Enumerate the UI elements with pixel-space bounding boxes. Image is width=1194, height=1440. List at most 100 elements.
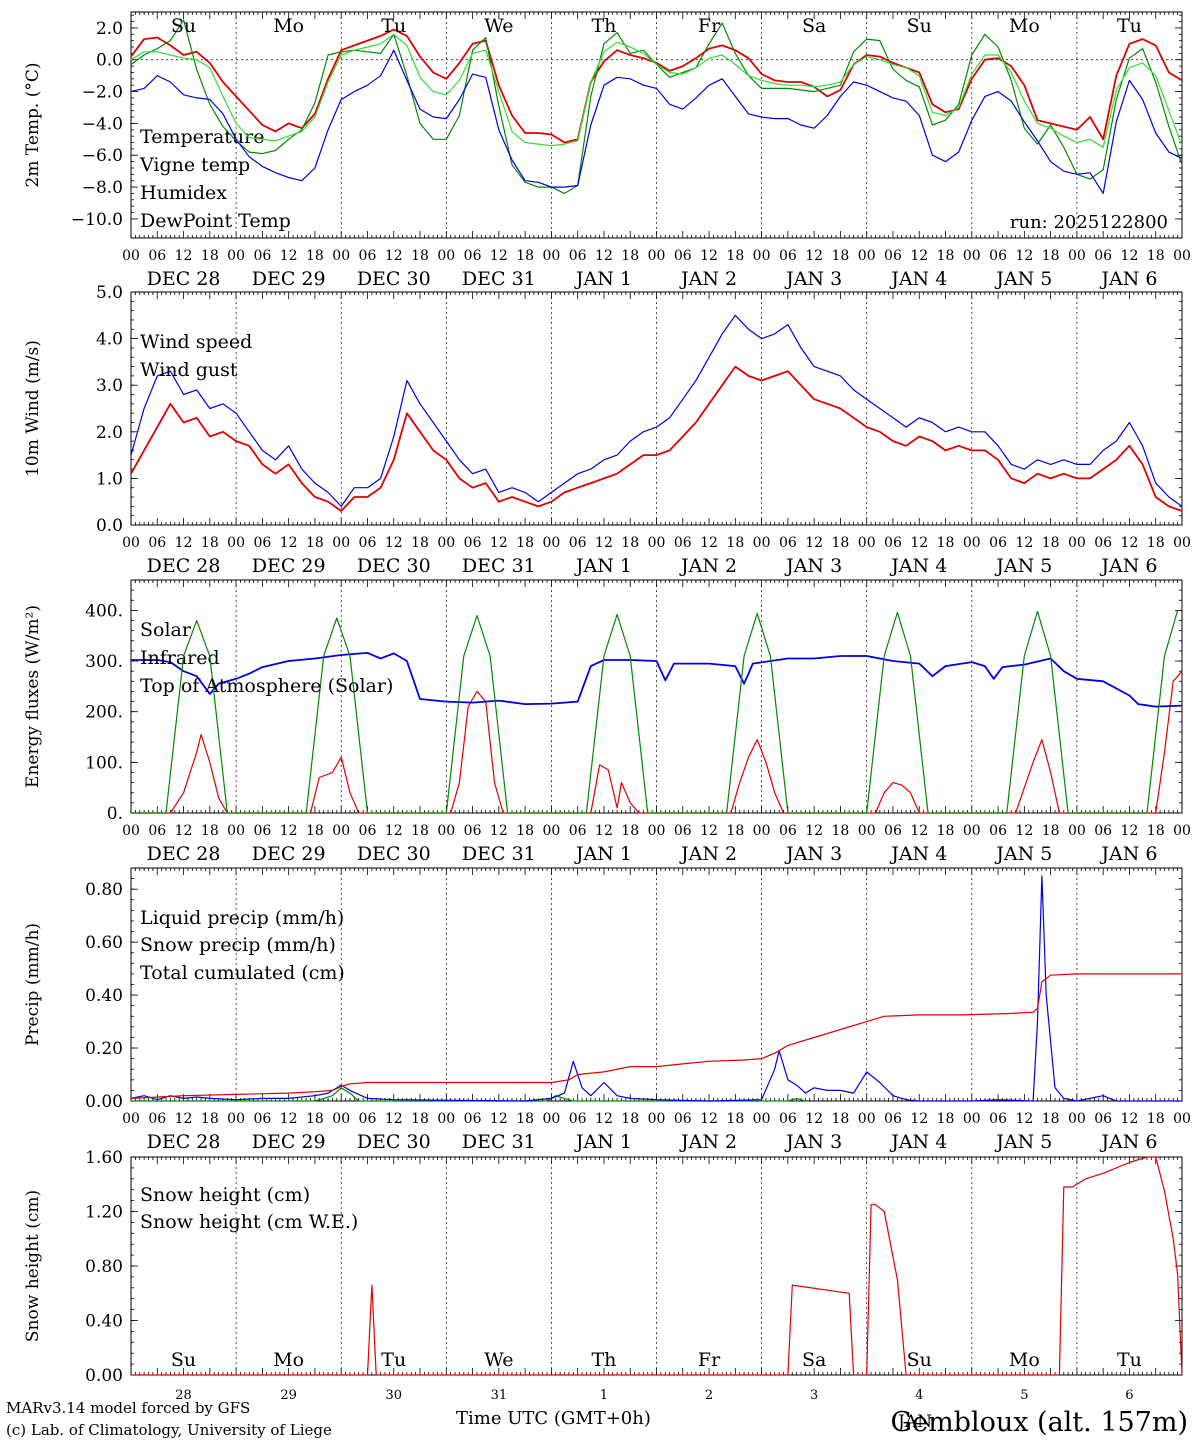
hour-tick-label: 00 xyxy=(858,535,876,551)
hour-tick-label: 06 xyxy=(464,248,482,264)
hour-tick-label: 06 xyxy=(464,535,482,551)
hour-tick-label: 12 xyxy=(385,1111,403,1127)
hour-tick-label: 18 xyxy=(832,823,850,839)
hour-tick-label: 00 xyxy=(332,535,350,551)
hour-tick-label: 06 xyxy=(989,1111,1007,1127)
hour-tick-label: 00 xyxy=(227,248,245,264)
hour-tick-label: 18 xyxy=(411,1111,429,1127)
hour-tick-label: 12 xyxy=(700,1111,718,1127)
hour-tick-label: 06 xyxy=(253,823,271,839)
hour-tick-label: 12 xyxy=(280,535,298,551)
hour-tick-label: 12 xyxy=(805,248,823,264)
date-label: DEC 29 xyxy=(252,268,326,290)
hour-tick-label: 18 xyxy=(411,248,429,264)
y-tick-label: 2.0 xyxy=(96,423,123,443)
day-number-label: 6 xyxy=(1125,1388,1133,1403)
hour-tick-label: 06 xyxy=(569,823,587,839)
date-label: DEC 28 xyxy=(147,843,221,865)
location-label: Gembloux (alt. 157m) xyxy=(891,1407,1188,1438)
hour-tick-label: 18 xyxy=(201,248,219,264)
y-tick-label: 100. xyxy=(85,753,123,773)
date-label: JAN 5 xyxy=(994,268,1052,290)
hour-tick-label: 00 xyxy=(1173,1111,1191,1127)
date-label: JAN 1 xyxy=(574,843,632,865)
hour-tick-label: 06 xyxy=(1094,1111,1112,1127)
date-label: JAN 4 xyxy=(889,1131,947,1153)
date-label: JAN 5 xyxy=(994,555,1052,577)
hour-tick-label: 18 xyxy=(832,248,850,264)
hour-tick-label: 00 xyxy=(542,1111,560,1127)
y-tick-label: 400. xyxy=(85,601,123,621)
hour-tick-label: 12 xyxy=(910,535,928,551)
plot-frame xyxy=(130,11,1183,239)
date-label: JAN 6 xyxy=(1099,268,1157,290)
date-label: JAN 3 xyxy=(784,1131,842,1153)
hour-tick-label: 12 xyxy=(595,823,613,839)
hour-tick-label: 18 xyxy=(726,535,744,551)
hour-tick-label: 00 xyxy=(437,823,455,839)
hour-tick-label: 18 xyxy=(726,823,744,839)
hour-tick-label: 00 xyxy=(648,535,666,551)
y-tick-label: 2.0 xyxy=(96,19,123,39)
y-axis-label: 10m Wind (m/s) xyxy=(23,340,43,477)
hour-tick-label: 06 xyxy=(1094,535,1112,551)
series-solar xyxy=(131,670,1183,814)
panel-flux: 0. 100. 200. 300. 400. Energy fluxes (W/m²) So… xyxy=(23,579,1191,865)
hour-tick-label: 12 xyxy=(805,535,823,551)
y-tick-label: −2.0 xyxy=(82,83,123,103)
y-tick-label: −8.0 xyxy=(82,178,123,198)
hour-tick-label: 00 xyxy=(858,248,876,264)
hour-tick-label: 12 xyxy=(595,535,613,551)
hour-tick-label: 12 xyxy=(490,823,508,839)
hour-tick-label: 12 xyxy=(910,248,928,264)
hour-tick-label: 06 xyxy=(148,248,166,264)
hour-tick-label: 12 xyxy=(175,248,193,264)
hour-tick-label: 12 xyxy=(910,823,928,839)
weekday-label: We xyxy=(484,15,513,37)
hour-tick-label: 12 xyxy=(805,1111,823,1127)
hour-tick-label: 18 xyxy=(621,1111,639,1127)
weekday-label: Th xyxy=(591,1349,616,1371)
weekday-label: Mo xyxy=(273,1349,304,1371)
hour-tick-label: 00 xyxy=(122,1111,140,1127)
hour-tick-label: 18 xyxy=(832,535,850,551)
hour-tick-label: 06 xyxy=(884,535,902,551)
weekday-label: Mo xyxy=(273,15,304,37)
date-label: JAN 1 xyxy=(574,555,632,577)
series-wind-speed xyxy=(130,365,1183,512)
hour-tick-label: 06 xyxy=(569,1111,587,1127)
hour-tick-label: 06 xyxy=(464,823,482,839)
hour-tick-label: 06 xyxy=(779,823,797,839)
y-axis-label: 2m Temp. (°C) xyxy=(23,62,43,187)
hour-tick-label: 18 xyxy=(306,248,324,264)
legend-entry: Wind gust xyxy=(140,359,238,381)
y-tick-label: 1.0 xyxy=(96,469,123,489)
weekday-label: Tu xyxy=(1117,15,1142,37)
weekday-label: We xyxy=(484,1349,513,1371)
weekday-label: Su xyxy=(171,15,196,37)
series-snow-height-cm- xyxy=(131,1156,1183,1376)
hour-tick-label: 06 xyxy=(1094,823,1112,839)
y-tick-label: 3.0 xyxy=(96,376,123,396)
hour-tick-label: 12 xyxy=(280,823,298,839)
hour-tick-label: 18 xyxy=(411,535,429,551)
hour-tick-label: 00 xyxy=(753,823,771,839)
hour-tick-label: 06 xyxy=(253,1111,271,1127)
hour-tick-label: 12 xyxy=(385,823,403,839)
legend-entry: DewPoint Temp xyxy=(140,210,291,232)
hour-tick-label: 18 xyxy=(201,535,219,551)
hour-tick-label: 00 xyxy=(753,535,771,551)
date-label: JAN 1 xyxy=(574,1131,632,1153)
hour-tick-label: 00 xyxy=(227,823,245,839)
legend-entry: Snow height (cm W.E.) xyxy=(140,1211,358,1233)
hour-tick-label: 00 xyxy=(963,535,981,551)
hour-tick-label: 00 xyxy=(332,1111,350,1127)
hour-tick-label: 12 xyxy=(1121,535,1139,551)
hour-tick-label: 06 xyxy=(569,535,587,551)
hour-tick-label: 00 xyxy=(858,1111,876,1127)
hour-tick-label: 00 xyxy=(963,823,981,839)
date-label: JAN 2 xyxy=(679,268,737,290)
hour-tick-label: 12 xyxy=(490,1111,508,1127)
hour-tick-label: 00 xyxy=(858,823,876,839)
date-label: DEC 30 xyxy=(357,1131,431,1153)
